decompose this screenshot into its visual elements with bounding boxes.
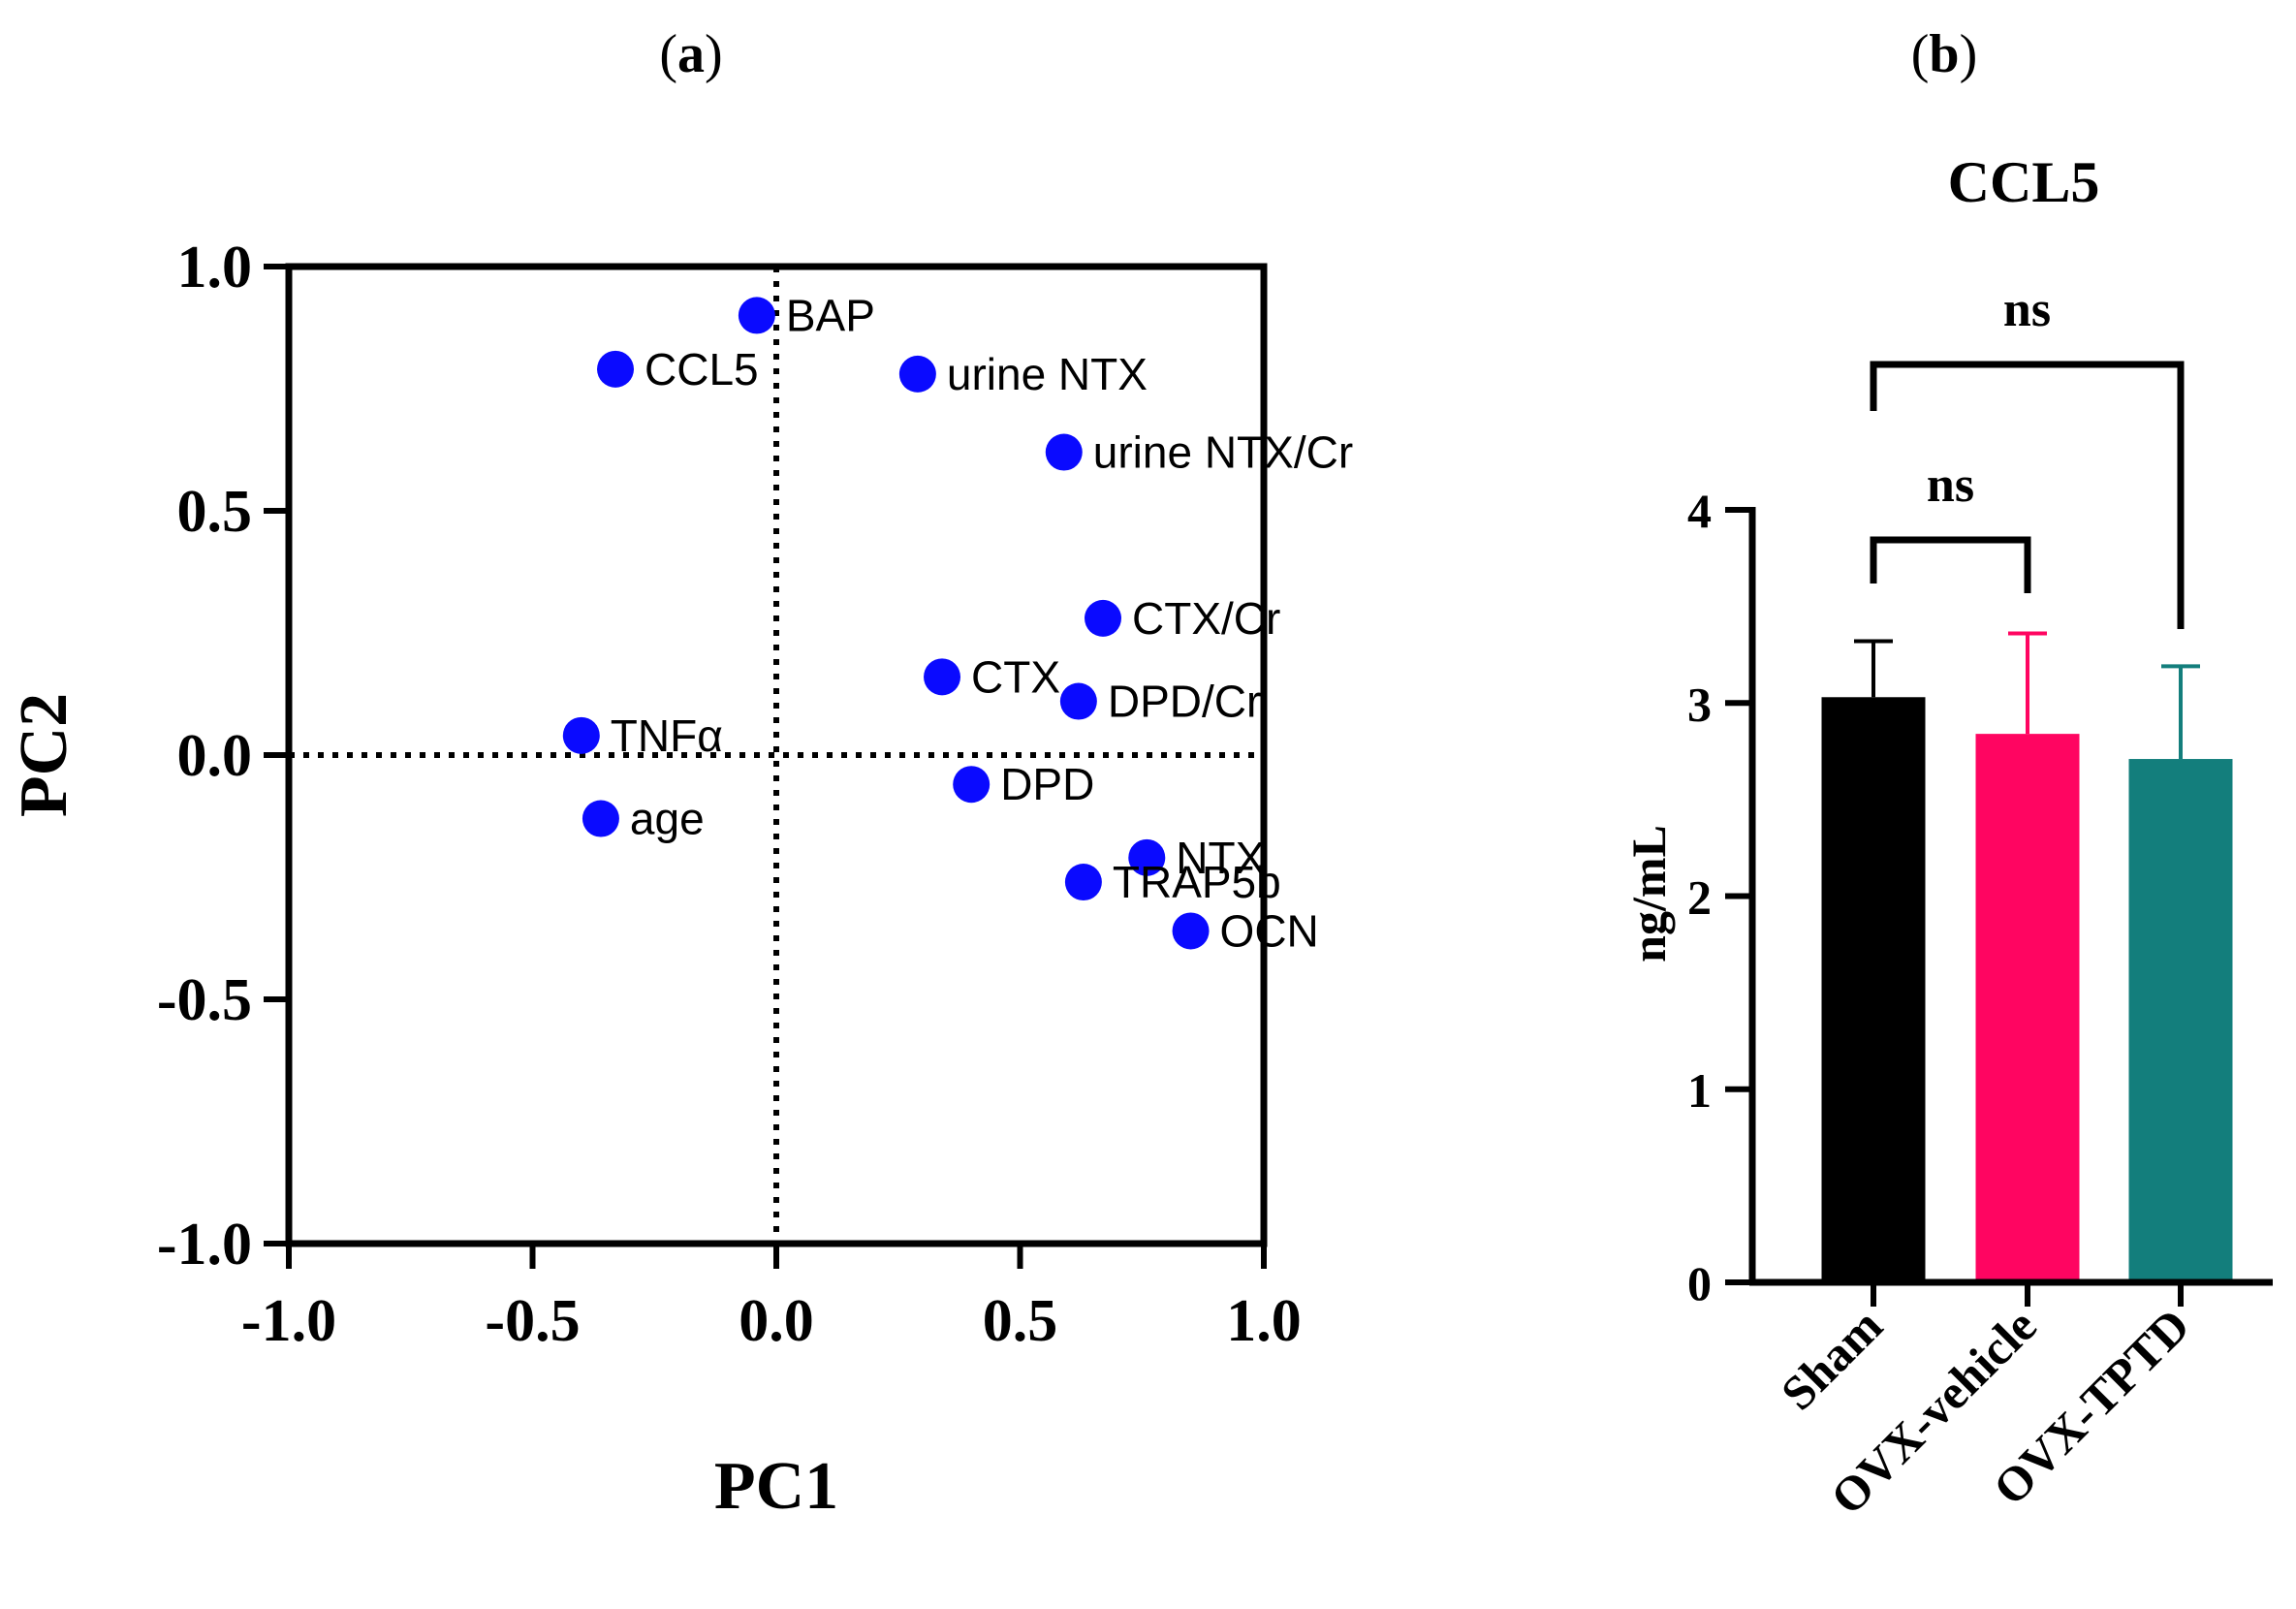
bar [1821, 697, 1926, 1282]
panel-a: (a) -1.0 -0.5 0.0 0.5 1.0 1.0 0.5 0.0 -0.5 -1.0 B… [7, 24, 1353, 1524]
scatter-point [924, 658, 961, 696]
x-tick-label: Sham [1771, 1298, 1893, 1420]
scatter-point [1085, 599, 1122, 637]
pca-reference-lines [289, 267, 1264, 1244]
scatter-point [1059, 682, 1097, 720]
x-tick-label: -0.5 [485, 1288, 580, 1354]
pca-ticks: -1.0 -0.5 0.0 0.5 1.0 1.0 0.5 0.0 -0.5 -1.0 [157, 235, 1302, 1354]
significance-bracket [1870, 361, 2185, 629]
point-label: DPD [1000, 759, 1094, 809]
scatter-point [1045, 433, 1083, 471]
y-tick-label: 1.0 [177, 235, 253, 300]
panel-b-label: (b) [1911, 24, 1977, 84]
point-label: DPD/Cr [1108, 677, 1261, 727]
pca-points: BAP CCL5 urine NTX urine NTX/Cr CTX/Cr CTX DPD… [562, 290, 1353, 956]
y-tick-label: 1 [1687, 1063, 1712, 1118]
bar-series [1821, 631, 2233, 1282]
significance-bracket [1870, 536, 2031, 593]
bar [1975, 734, 2080, 1282]
point-label: BAP [786, 290, 875, 340]
scatter-point [1172, 912, 1210, 950]
y-tick-label: 3 [1687, 677, 1712, 731]
point-label: urine NTX/Cr [1093, 427, 1353, 478]
y-tick-label: 0 [1687, 1256, 1712, 1310]
scatter-point [582, 800, 619, 837]
y-tick-label: -1.0 [157, 1212, 252, 1278]
x-tick-label: 0.5 [983, 1288, 1058, 1354]
point-label: CCL5 [645, 344, 759, 394]
significance-brackets: ns ns [1870, 282, 2185, 629]
x-tick-label: -1.0 [241, 1288, 336, 1354]
point-label: NTX [1176, 833, 1265, 883]
bar [2128, 759, 2233, 1282]
point-label: age [630, 794, 705, 844]
scatter-point [562, 716, 600, 754]
y-tick-label: 4 [1687, 484, 1712, 538]
scatter-point [1064, 864, 1102, 901]
y-tick-label: 0.0 [177, 723, 253, 789]
scatter-point [738, 297, 775, 334]
y-tick-label: 2 [1687, 870, 1712, 925]
pca-x-axis-label: PC1 [714, 1449, 838, 1524]
pca-y-axis-label: PC2 [7, 693, 81, 817]
scatter-point [1128, 838, 1166, 876]
x-tick-label: 1.0 [1226, 1288, 1302, 1354]
y-tick-label: 0.5 [177, 479, 253, 545]
point-label: TNFα [611, 710, 723, 761]
point-label: TRAP5b [1113, 857, 1281, 907]
scatter-point [953, 766, 991, 804]
x-tick-label: 0.0 [739, 1288, 814, 1354]
significance-label: ns [1927, 457, 1974, 513]
point-label: CTX/Cr [1132, 593, 1280, 644]
pca-plot-frame [285, 263, 1268, 1247]
bar-chart-title: CCL5 [1948, 150, 2100, 214]
bar-y-axis-label: ng/mL [1621, 825, 1676, 962]
panel-a-label: (a) [659, 24, 722, 84]
point-label: CTX [971, 651, 1060, 702]
significance-label: ns [2003, 282, 2051, 337]
point-label: urine NTX [947, 349, 1148, 399]
point-label: OCN [1220, 905, 1319, 956]
scatter-point [898, 355, 936, 393]
y-tick-label: -0.5 [157, 967, 252, 1033]
scatter-point [597, 350, 635, 388]
